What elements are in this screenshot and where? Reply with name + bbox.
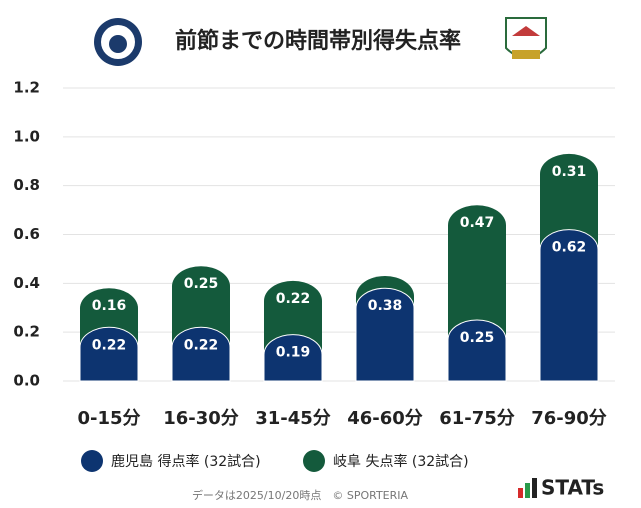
y-tick-label: 0.8: [13, 176, 40, 194]
value-label: 0.22: [184, 337, 219, 353]
value-label: 0.31: [552, 164, 587, 180]
y-tick-label: 0.6: [13, 225, 40, 243]
x-tick-label: 76-90分: [531, 408, 607, 429]
value-label: 0.25: [460, 330, 495, 346]
y-tick-label: 1.0: [13, 127, 40, 145]
legend-swatch: [303, 450, 325, 472]
value-label: 0.25: [184, 276, 219, 292]
logo-left: [94, 18, 142, 66]
x-tick-label: 0-15分: [77, 408, 140, 429]
x-tick-label: 31-45分: [255, 408, 331, 429]
plot: 0.0 0.2 0.4 0.6 0.8 1.0 1.2 0.22 0.16 0-15分 0.22 0.…: [13, 79, 615, 429]
value-label: 0.47: [460, 215, 495, 231]
bar-segment: [447, 319, 507, 382]
note: データは2025/10/20時点 © SPORTERIA: [192, 488, 409, 502]
x-tick-label: 46-60分: [347, 408, 423, 429]
value-label: 0.38: [368, 298, 403, 314]
value-label: 0.16: [92, 298, 127, 314]
bar-segment: [171, 326, 231, 382]
logo-right: [505, 17, 547, 59]
y-tick-label: 0.0: [13, 372, 40, 390]
brand: STATs: [541, 476, 604, 500]
legend-label: 岐阜 失点率 (32試合): [333, 453, 469, 470]
legend-swatch: [81, 450, 103, 472]
bar-segment: [263, 334, 323, 382]
bar-segment: [539, 229, 599, 382]
value-label: 0.19: [276, 345, 311, 361]
value-label: 0.22: [276, 291, 311, 307]
y-tick-label: 0.4: [13, 274, 40, 292]
legend-label: 鹿児島 得点率 (32試合): [111, 453, 261, 470]
bar-segment: [79, 326, 139, 382]
x-tick-label: 61-75分: [439, 408, 515, 429]
value-label: 0.62: [552, 240, 587, 256]
bar-segment: [355, 287, 415, 382]
y-tick-label: 0.2: [13, 323, 40, 341]
chart-title: 前節までの時間帯別得失点率: [175, 28, 461, 54]
brand-logo: [518, 478, 537, 498]
y-tick-label: 1.2: [13, 79, 40, 97]
x-tick-label: 16-30分: [163, 408, 239, 429]
value-label: 0.22: [92, 337, 127, 353]
